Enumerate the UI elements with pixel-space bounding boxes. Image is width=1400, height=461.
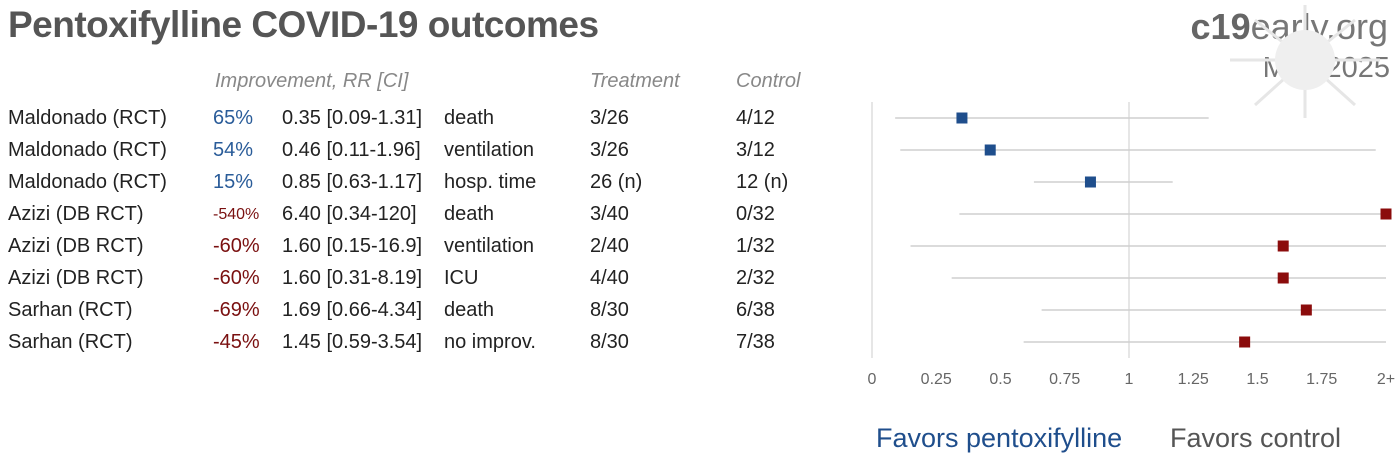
treatment-count: 3/26 [590, 107, 629, 129]
brand-bold: c19 [1190, 6, 1251, 47]
improvement-value: 54% [213, 139, 254, 161]
study-name: Azizi (DB RCT) [8, 267, 144, 289]
rr-ci-value: 0.46 [0.11-1.96] [282, 139, 421, 161]
favors-treatment-label: Favors pentoxifylline [876, 423, 1123, 453]
treatment-count: 4/40 [590, 267, 629, 289]
improvement-value: -60% [213, 235, 260, 257]
rr-marker [956, 112, 968, 124]
study-name: Azizi (DB RCT) [8, 235, 144, 257]
improvement-value: -69% [213, 299, 260, 321]
rr-marker [1300, 304, 1312, 316]
control-count: 4/12 [736, 107, 775, 129]
rr-ci-value: 6.40 [0.34-120] [282, 203, 417, 225]
outcome-label: hosp. time [444, 171, 537, 193]
study-name: Sarhan (RCT) [8, 331, 133, 353]
outcome-label: ICU [444, 267, 479, 289]
table-row: Azizi (DB RCT) -60% 1.60 [0.15-16.9] ventil… [0, 230, 860, 262]
treatment-count: 8/30 [590, 331, 629, 353]
rr-marker [1239, 336, 1251, 348]
outcome-label: ventilation [444, 139, 535, 161]
treatment-count: 2/40 [590, 235, 629, 257]
rr-ci-value: 1.60 [0.15-16.9] [282, 235, 423, 257]
x-tick-label: 1 [1125, 371, 1134, 388]
study-name: Maldonado (RCT) [8, 171, 167, 193]
x-tick-label: 0.75 [1049, 371, 1080, 388]
study-name: Azizi (DB RCT) [8, 203, 144, 225]
rr-marker [984, 144, 996, 156]
rr-ci-value: 1.45 [0.59-3.54] [282, 331, 423, 353]
outcome-label: no improv. [444, 331, 536, 353]
table-row: Sarhan (RCT) -45% 1.45 [0.59-3.54] no impro… [0, 326, 860, 358]
control-count: 1/32 [736, 235, 775, 257]
treatment-count: 3/40 [590, 203, 629, 225]
rr-ci-value: 1.60 [0.31-8.19] [282, 267, 423, 289]
x-tick-label: 1.25 [1178, 371, 1209, 388]
control-count: 12 (n) [736, 171, 789, 193]
treatment-count: 3/26 [590, 139, 629, 161]
rr-marker [1084, 176, 1096, 188]
virus-watermark-icon [1230, 5, 1380, 118]
header-control: Control [736, 70, 801, 92]
outcome-label: death [444, 107, 495, 129]
control-count: 7/38 [736, 331, 775, 353]
control-count: 2/32 [736, 267, 775, 289]
header-improvement: Improvement, RR [CI] [215, 70, 409, 92]
table-row: Sarhan (RCT) -69% 1.69 [0.66-4.34] death 8/3… [0, 294, 860, 326]
rr-marker [1277, 272, 1289, 284]
improvement-value: 15% [213, 171, 254, 193]
study-name: Maldonado (RCT) [8, 139, 167, 161]
improvement-value: 65% [213, 107, 254, 129]
x-tick-label: 0.25 [921, 371, 952, 388]
page-title: Pentoxifylline COVID-19 outcomes [8, 4, 599, 45]
study-name: Maldonado (RCT) [8, 107, 167, 129]
outcome-label: death [444, 299, 495, 321]
rr-marker [1277, 240, 1289, 252]
table-row: Azizi (DB RCT) -60% 1.60 [0.31-8.19] ICU 4/4… [0, 262, 860, 294]
favors-control-label: Favors control [1170, 423, 1342, 453]
treatment-count: 8/30 [590, 299, 629, 321]
x-tick-label: 2+ [1377, 371, 1395, 388]
x-tick-label: 1.75 [1306, 371, 1337, 388]
header-treatment: Treatment [590, 70, 680, 92]
improvement-value: -60% [213, 267, 260, 289]
rr-ci-value: 0.85 [0.63-1.17] [282, 171, 423, 193]
table-row: Maldonado (RCT) 15% 0.85 [0.63-1.17] hosp. … [0, 166, 860, 198]
improvement-value: -45% [213, 331, 260, 353]
x-tick-label: 0.5 [989, 371, 1011, 388]
rr-marker [1380, 208, 1392, 220]
table-row: Maldonado (RCT) 54% 0.46 [0.11-1.96] ventil… [0, 134, 860, 166]
control-count: 3/12 [736, 139, 775, 161]
control-count: 6/38 [736, 299, 775, 321]
x-tick-label: 1.5 [1246, 371, 1268, 388]
outcome-label: death [444, 203, 495, 225]
outcome-label: ventilation [444, 235, 535, 257]
rr-ci-value: 0.35 [0.09-1.31] [282, 107, 423, 129]
improvement-value: -540% [213, 206, 260, 223]
control-count: 0/32 [736, 203, 775, 225]
study-name: Sarhan (RCT) [8, 299, 133, 321]
table-row: Maldonado (RCT) 65% 0.35 [0.09-1.31] death 3… [0, 102, 860, 134]
x-tick-label: 0 [868, 371, 877, 388]
rr-ci-value: 1.69 [0.66-4.34] [282, 299, 423, 321]
table-row: Azizi (DB RCT) -540% 6.40 [0.34-120] death 3… [0, 198, 860, 230]
treatment-count: 26 (n) [590, 171, 643, 193]
